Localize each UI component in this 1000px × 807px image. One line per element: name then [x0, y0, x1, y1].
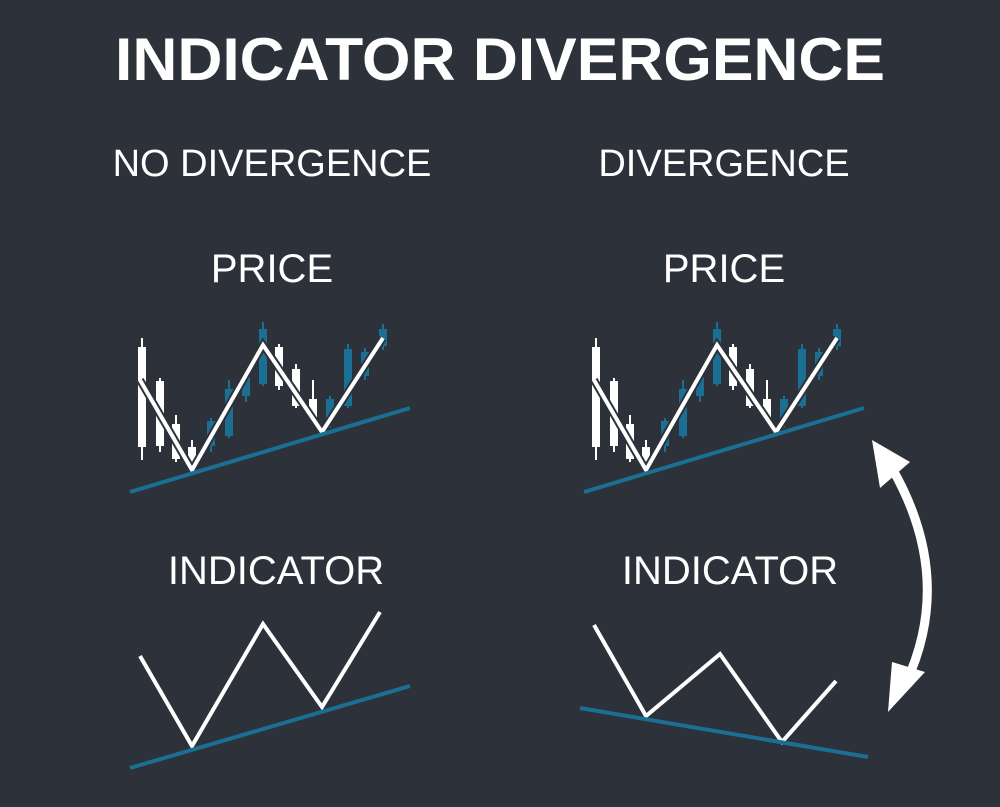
trend-line	[579, 706, 869, 759]
title: INDICATOR DIVERGENCE	[115, 26, 885, 93]
price-label: PRICE	[663, 247, 785, 291]
panel-heading: NO DIVERGENCE	[113, 143, 432, 185]
indicator-line	[592, 624, 838, 746]
double-arrow	[872, 440, 932, 712]
panel-heading: DIVERGENCE	[598, 143, 849, 185]
trend-line	[129, 684, 411, 770]
indicator-label: INDICATOR	[168, 549, 384, 593]
indicator-line	[138, 610, 382, 750]
price-label: PRICE	[211, 247, 333, 291]
indicator-label: INDICATOR	[622, 549, 838, 593]
